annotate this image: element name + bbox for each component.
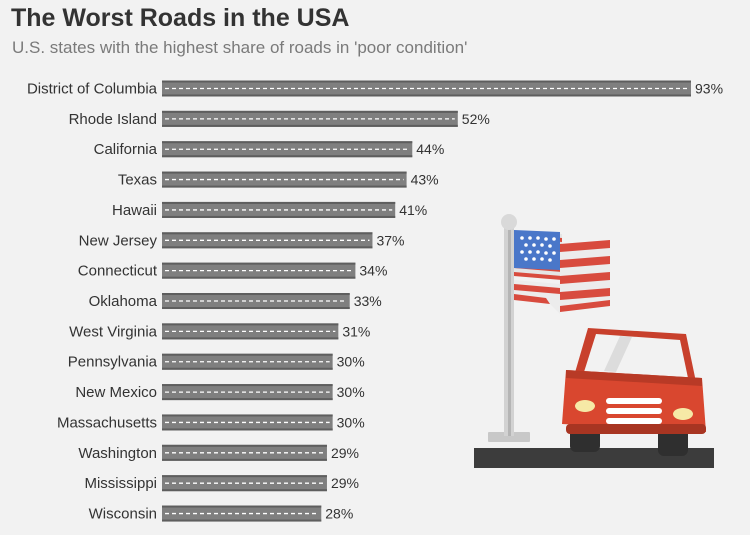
bar-road-edge bbox=[162, 215, 396, 218]
bar bbox=[162, 201, 396, 218]
bar bbox=[162, 141, 413, 158]
bar-road-edge bbox=[162, 337, 339, 340]
bar-road-edge bbox=[162, 171, 407, 174]
category-label: Hawaii bbox=[112, 202, 157, 219]
bar-road-edge bbox=[162, 141, 413, 144]
category-label: California bbox=[94, 141, 158, 158]
bar-road bbox=[162, 110, 458, 127]
data-label: 30% bbox=[337, 384, 365, 400]
category-label: Connecticut bbox=[78, 263, 158, 280]
category-label: New Jersey bbox=[79, 232, 158, 249]
bar-road-edge bbox=[162, 444, 327, 447]
bars-layer: District of Columbia 93% Rhode Island 52% Ca… bbox=[27, 80, 723, 523]
bar-road bbox=[162, 353, 333, 370]
bar bbox=[162, 293, 350, 310]
category-label: New Mexico bbox=[75, 384, 157, 401]
bar-road-edge bbox=[162, 307, 350, 310]
bar-road-edge bbox=[162, 475, 327, 478]
bar bbox=[162, 475, 327, 492]
category-label: Pennsylvania bbox=[68, 354, 158, 371]
chart-subtitle: U.S. states with the highest share of ro… bbox=[12, 38, 468, 57]
category-label: Mississippi bbox=[84, 475, 157, 492]
bar-road-edge bbox=[162, 414, 333, 417]
bar bbox=[162, 232, 373, 249]
data-label: 44% bbox=[416, 141, 444, 157]
bar bbox=[162, 353, 333, 370]
data-label: 31% bbox=[342, 323, 370, 339]
bar-road-edge bbox=[162, 323, 339, 326]
data-label: 29% bbox=[331, 475, 359, 491]
chart-title: The Worst Roads in the USA bbox=[11, 4, 350, 32]
bar-road-edge bbox=[162, 232, 373, 235]
bar-road bbox=[162, 414, 333, 431]
bar-road bbox=[162, 384, 333, 401]
bar bbox=[162, 110, 458, 127]
category-label: District of Columbia bbox=[27, 81, 158, 98]
bar-road-edge bbox=[162, 458, 327, 461]
data-label: 33% bbox=[354, 293, 382, 309]
data-label: 34% bbox=[359, 263, 387, 279]
bar bbox=[162, 414, 333, 431]
category-label: Washington bbox=[78, 445, 157, 462]
ground-strip bbox=[474, 448, 714, 468]
us-flag-icon bbox=[488, 214, 610, 442]
bar bbox=[162, 323, 339, 340]
bar-road-edge bbox=[162, 80, 691, 83]
flag-and-car-illustration bbox=[474, 214, 714, 468]
bar-road-edge bbox=[162, 262, 356, 265]
category-label: Wisconsin bbox=[89, 506, 157, 523]
bar-road-edge bbox=[162, 246, 373, 249]
bar-road bbox=[162, 293, 350, 310]
bar-road bbox=[162, 505, 322, 522]
bar-road-edge bbox=[162, 201, 396, 204]
bar-road-edge bbox=[162, 384, 333, 387]
category-label: Oklahoma bbox=[89, 293, 158, 310]
data-label: 30% bbox=[337, 414, 365, 430]
red-car-icon bbox=[562, 328, 706, 456]
bar bbox=[162, 80, 691, 97]
bar-road-edge bbox=[162, 124, 458, 127]
bar bbox=[162, 262, 356, 279]
bar-road-edge bbox=[162, 367, 333, 370]
bar-road-edge bbox=[162, 398, 333, 401]
data-label: 41% bbox=[399, 202, 427, 218]
bar-road-edge bbox=[162, 293, 350, 296]
bar-road-edge bbox=[162, 94, 691, 97]
bar-road-edge bbox=[162, 519, 322, 522]
bar-road bbox=[162, 232, 373, 249]
bar bbox=[162, 444, 327, 461]
category-label: West Virginia bbox=[69, 323, 157, 340]
category-label: Rhode Island bbox=[69, 111, 157, 128]
data-label: 28% bbox=[325, 506, 353, 522]
data-label: 93% bbox=[695, 81, 723, 97]
bar-road-edge bbox=[162, 428, 333, 431]
data-label: 30% bbox=[337, 354, 365, 370]
bar-road-edge bbox=[162, 353, 333, 356]
data-label: 52% bbox=[462, 111, 490, 127]
category-label: Massachusetts bbox=[57, 414, 157, 431]
data-label: 37% bbox=[376, 232, 404, 248]
bar-road-edge bbox=[162, 110, 458, 113]
bar-road-edge bbox=[162, 155, 413, 158]
bar-road-edge bbox=[162, 505, 322, 508]
bar-road-edge bbox=[162, 489, 327, 492]
bar bbox=[162, 505, 322, 522]
bar-road-edge bbox=[162, 185, 407, 188]
data-label: 29% bbox=[331, 445, 359, 461]
data-label: 43% bbox=[411, 172, 439, 188]
category-label: Texas bbox=[118, 172, 157, 189]
bar-road-edge bbox=[162, 276, 356, 279]
bar bbox=[162, 384, 333, 401]
bar bbox=[162, 171, 407, 188]
